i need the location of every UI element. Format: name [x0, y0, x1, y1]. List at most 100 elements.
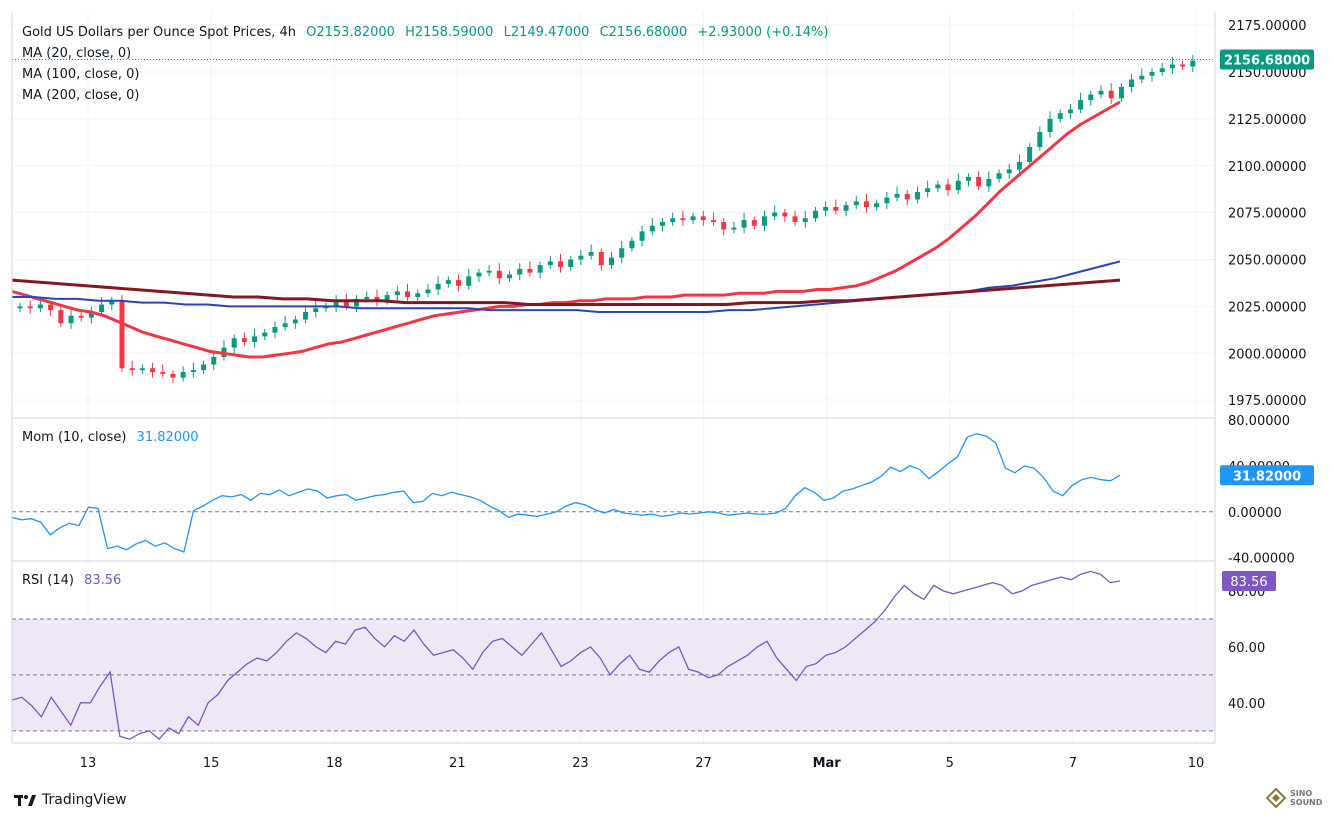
candle-body[interactable] — [1037, 132, 1043, 147]
candle-body[interactable] — [700, 216, 706, 221]
tradingview-logo[interactable]: TradingView — [14, 792, 127, 808]
candle-body[interactable] — [88, 312, 94, 318]
candle-body[interactable] — [486, 270, 492, 273]
candle-body[interactable] — [588, 252, 594, 256]
candle-body[interactable] — [496, 270, 502, 279]
momentum-legend[interactable]: Mom (10, close) 31.82000 — [22, 430, 205, 445]
candle-body[interactable] — [456, 280, 462, 286]
candle-body[interactable] — [507, 274, 513, 279]
candle-body[interactable] — [303, 312, 309, 320]
candle-body[interactable] — [772, 212, 778, 217]
candle-body[interactable] — [262, 332, 268, 337]
ma20-legend[interactable]: MA (20, close, 0) — [22, 46, 132, 61]
candle-body[interactable] — [659, 222, 665, 226]
candle-body[interactable] — [598, 252, 604, 266]
candle-body[interactable] — [241, 338, 247, 342]
candle-body[interactable] — [1149, 72, 1155, 76]
candle-body[interactable] — [78, 315, 84, 318]
candle-body[interactable] — [649, 225, 655, 232]
candle-body[interactable] — [37, 304, 43, 309]
candle-body[interactable] — [670, 218, 676, 222]
candle-body[interactable] — [1078, 100, 1084, 110]
candle-body[interactable] — [190, 370, 196, 372]
candle-body[interactable] — [914, 192, 920, 200]
candle-body[interactable] — [374, 297, 380, 301]
candle-body[interactable] — [405, 291, 411, 297]
candle-body[interactable] — [751, 220, 757, 226]
candle-body[interactable] — [109, 300, 115, 305]
candle-body[interactable] — [139, 368, 145, 371]
ma100-legend[interactable]: MA (100, close, 0) — [22, 67, 140, 82]
candle-body[interactable] — [823, 207, 829, 211]
candle-body[interactable] — [578, 255, 584, 260]
candle-body[interactable] — [965, 177, 971, 181]
candle-body[interactable] — [425, 289, 431, 294]
candle-body[interactable] — [690, 216, 696, 221]
candle-body[interactable] — [58, 310, 64, 324]
candle-body[interactable] — [996, 173, 1002, 179]
candle-body[interactable] — [1159, 68, 1165, 72]
candle-body[interactable] — [558, 261, 564, 267]
candle-body[interactable] — [619, 248, 625, 258]
candle-body[interactable] — [333, 300, 339, 307]
symbol-title[interactable]: Gold US Dollars per Ounce Spot Prices, 4… — [22, 25, 296, 40]
candle-body[interactable] — [313, 308, 319, 312]
candle-body[interactable] — [894, 193, 900, 198]
candle-body[interactable] — [710, 220, 716, 222]
candle-body[interactable] — [170, 373, 176, 378]
candle-body[interactable] — [568, 259, 574, 268]
candle-body[interactable] — [394, 291, 400, 296]
candle-body[interactable] — [150, 368, 156, 372]
candle-body[interactable] — [272, 327, 278, 333]
candle-body[interactable] — [843, 205, 849, 211]
candle-body[interactable] — [384, 295, 390, 301]
candle-body[interactable] — [833, 207, 839, 211]
candle-body[interactable] — [1047, 118, 1053, 132]
candle-body[interactable] — [282, 323, 288, 327]
rsi-legend[interactable]: RSI (14) 83.56 — [22, 573, 127, 588]
candle-body[interactable] — [853, 201, 859, 206]
candle-body[interactable] — [1169, 64, 1175, 69]
candle-body[interactable] — [252, 336, 258, 342]
candle-body[interactable] — [435, 283, 441, 290]
candle-body[interactable] — [160, 372, 166, 374]
candle-body[interactable] — [476, 272, 482, 277]
candle-body[interactable] — [639, 231, 645, 241]
candle-body[interactable] — [863, 201, 869, 207]
candle-body[interactable] — [1006, 169, 1012, 174]
candle-body[interactable] — [812, 210, 818, 219]
candle-body[interactable] — [792, 216, 798, 222]
candle-body[interactable] — [1027, 147, 1033, 162]
candle-body[interactable] — [721, 222, 727, 230]
candle-body[interactable] — [1057, 113, 1063, 119]
candle-body[interactable] — [99, 304, 105, 313]
candle-body[interactable] — [129, 368, 135, 371]
candle-body[interactable] — [1118, 87, 1124, 99]
candle-body[interactable] — [976, 177, 982, 187]
candle-body[interactable] — [874, 203, 880, 207]
candle-body[interactable] — [761, 216, 767, 226]
ma200-legend[interactable]: MA (200, close, 0) — [22, 88, 140, 103]
candle-body[interactable] — [741, 220, 747, 228]
candle-body[interactable] — [904, 193, 910, 200]
candle-body[interactable] — [945, 184, 951, 191]
candle-body[interactable] — [68, 315, 74, 324]
candle-body[interactable] — [292, 319, 298, 324]
candle-body[interactable] — [364, 297, 370, 299]
candle-body[interactable] — [180, 372, 186, 378]
price-candles[interactable] — [17, 55, 1196, 384]
candle-body[interactable] — [782, 212, 788, 217]
candle-body[interactable] — [731, 227, 737, 230]
candle-body[interactable] — [211, 357, 217, 365]
candle-body[interactable] — [1139, 75, 1145, 80]
candle-body[interactable] — [48, 304, 54, 311]
candle-body[interactable] — [415, 293, 421, 297]
candle-body[interactable] — [802, 218, 808, 222]
candle-body[interactable] — [119, 300, 125, 369]
candle-body[interactable] — [537, 265, 543, 273]
candle-body[interactable] — [1088, 94, 1094, 101]
candle-body[interactable] — [1067, 109, 1073, 114]
candle-body[interactable] — [609, 257, 614, 266]
candle-body[interactable] — [935, 184, 941, 189]
